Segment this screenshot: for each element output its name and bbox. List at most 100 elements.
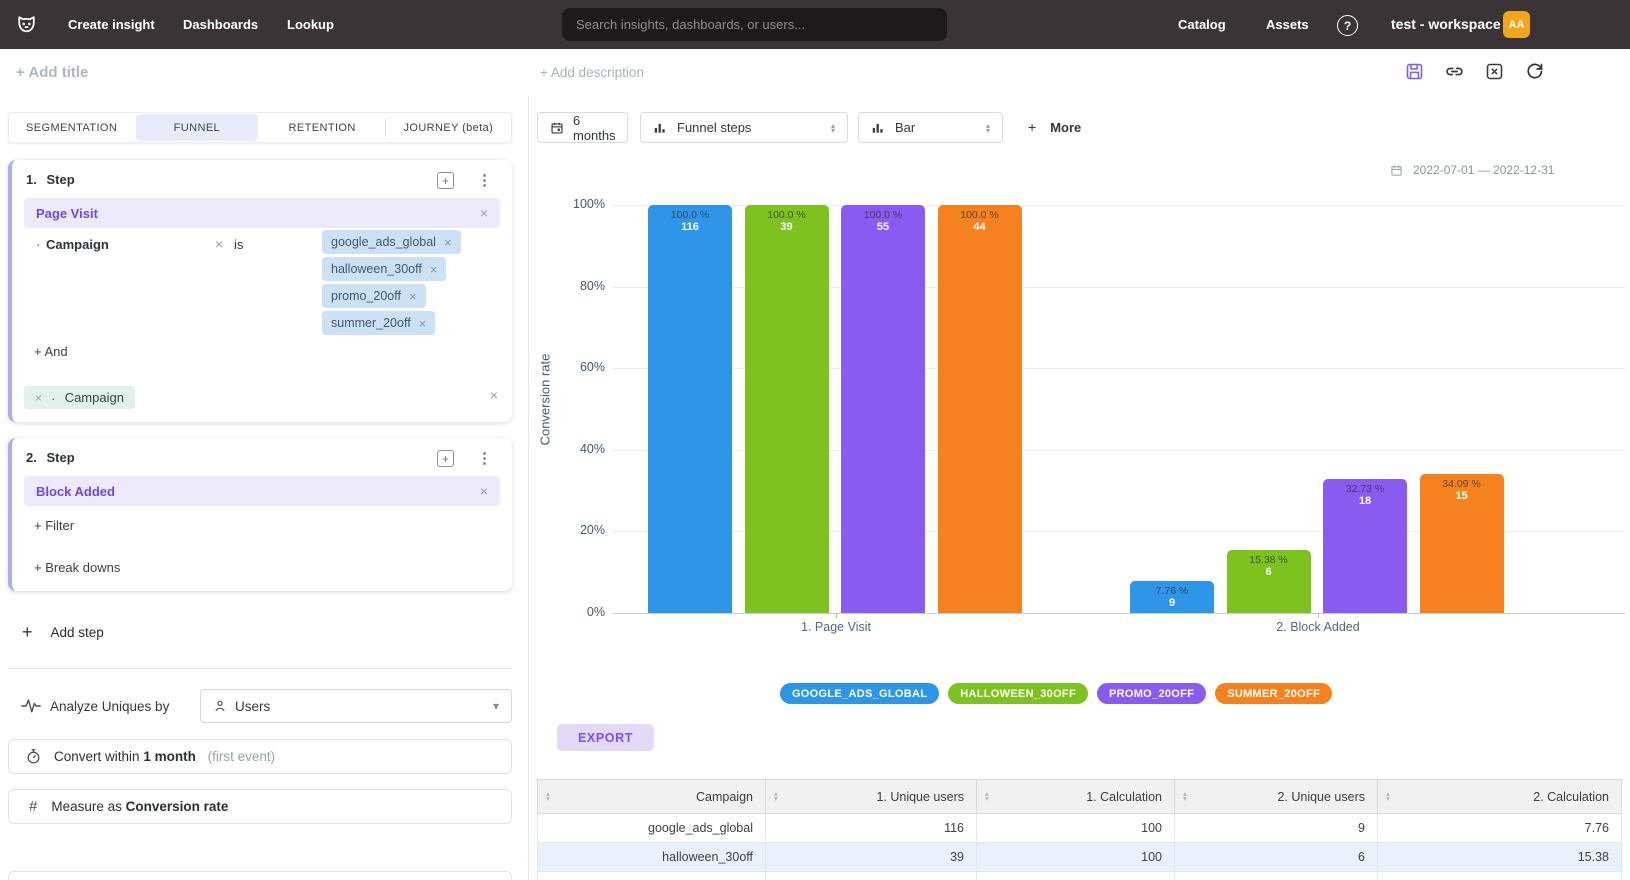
nav-assets[interactable]: Assets (1266, 17, 1309, 32)
panel-divider (528, 96, 529, 880)
close-icon[interactable]: × (479, 205, 488, 221)
bar-percent-label: 32.73 % (1345, 483, 1385, 496)
nav-lookup[interactable]: Lookup (287, 17, 334, 32)
close-icon[interactable]: × (408, 288, 417, 304)
tab-segmentation[interactable]: SEGMENTATION (26, 121, 118, 134)
nav-create-insight[interactable]: Create insight (68, 17, 155, 32)
nav-catalog[interactable]: Catalog (1178, 17, 1226, 32)
column-header-campaign[interactable]: ▴ ▾ Campaign (537, 780, 766, 813)
table-cell (1175, 872, 1378, 880)
table-cell: 9 (1175, 814, 1378, 843)
bar-promo_20off-2[interactable]: 32.73 % 18 (1323, 479, 1407, 613)
add-box-icon[interactable]: + (437, 450, 454, 467)
close-icon[interactable]: × (443, 234, 452, 250)
convert-within-row[interactable]: Convert within 1 month (first event) (8, 739, 512, 774)
tab-funnel[interactable]: FUNNEL (136, 114, 258, 141)
export-button[interactable]: EXPORT (557, 724, 654, 751)
legend-pill-summer_20off[interactable]: SUMMER_20OFF (1215, 683, 1333, 704)
link-icon[interactable] (1444, 61, 1465, 82)
filter-value-chip[interactable]: summer_20off × (322, 311, 436, 335)
event-row-block-added[interactable]: Block Added × (24, 476, 500, 506)
bar-google_ads_global-2[interactable]: 7.76 % 9 (1130, 581, 1214, 613)
tab-separator (384, 118, 386, 137)
column-header-2-unique-users[interactable]: ▴ ▾ 2. Unique users (1175, 780, 1378, 813)
step-number: 2. (26, 450, 37, 465)
bar-summer_20off-2[interactable]: 34.09 % 15 (1419, 473, 1504, 613)
close-box-icon[interactable] (1484, 61, 1505, 82)
column-header-2-calculation[interactable]: ▴ ▾ 2. Calculation (1378, 780, 1622, 813)
chart-bars-icon (871, 121, 885, 135)
event-name: Page Visit (36, 205, 98, 221)
bar-summer_20off-1[interactable]: 100.0 % 44 (937, 205, 1022, 613)
filter-operator[interactable]: is (234, 237, 244, 252)
filter-values: google_ads_global × halloween_30off × promo_… (322, 230, 461, 335)
gridline (613, 531, 1625, 533)
view-select[interactable]: Funnel steps ▴ ▾ (640, 112, 848, 143)
top-nav: Create insight Dashboards Lookup Catalog… (0, 0, 1630, 49)
filter-value-chip[interactable]: google_ads_global × (322, 230, 461, 254)
help-icon[interactable]: ? (1337, 15, 1358, 36)
add-and-condition[interactable]: + And (34, 344, 68, 359)
sort-icon[interactable]: ▴ ▾ (985, 789, 989, 803)
close-icon[interactable]: × (35, 390, 43, 405)
column-header-1-unique-users[interactable]: ▴ ▾ 1. Unique users (766, 780, 977, 813)
panel-hr (8, 668, 512, 669)
measure-as-row[interactable]: # Measure as Conversion rate (8, 789, 512, 824)
table-row: google_ads_global 116 100 9 7.76 (537, 814, 1622, 843)
add-description[interactable]: + Add description (540, 65, 644, 80)
more-button[interactable]: + More (1028, 119, 1081, 135)
event-row-page-visit[interactable]: Page Visit × (24, 198, 500, 228)
filter-value-chip[interactable]: promo_20off × (322, 284, 426, 308)
add-step-button[interactable]: + Add step (22, 622, 104, 643)
chart-type-select[interactable]: Bar ▴ ▾ (858, 112, 1003, 143)
table-cell: 15.38 (1378, 843, 1622, 872)
sort-icon[interactable]: ▴ ▾ (1386, 789, 1390, 803)
pending-filter-chip[interactable]: × · Campaign (24, 386, 135, 409)
bar-halloween_30off-1[interactable]: 100.0 % 39 (744, 205, 829, 613)
chart-type-value: Bar (895, 120, 916, 135)
legend-pill-halloween_30off[interactable]: HALLOWEEN_30OFF (948, 683, 1088, 704)
close-icon[interactable]: × (429, 261, 438, 277)
add-breakdowns[interactable]: + Break downs (34, 560, 121, 575)
gridline (613, 449, 1625, 451)
kebab-menu-icon[interactable]: ⋮ (477, 450, 492, 467)
sort-icon[interactable]: ▴ ▾ (1183, 789, 1187, 803)
table-row-partial (537, 872, 1622, 880)
tab-journey-beta-[interactable]: JOURNEY (beta) (403, 121, 494, 134)
workspace-name[interactable]: test - workspace (1391, 16, 1501, 32)
view-select-value: Funnel steps (677, 120, 752, 135)
add-box-icon[interactable]: + (437, 172, 454, 189)
analyze-entity-select[interactable]: Users ▾ (200, 689, 512, 723)
clipped-row[interactable] (8, 871, 512, 880)
close-icon[interactable]: × (479, 483, 488, 499)
avatar[interactable]: AA (1503, 11, 1530, 38)
date-range-button[interactable]: 6 months (537, 112, 628, 143)
filter-property[interactable]: Campaign (46, 237, 109, 252)
tab-retention[interactable]: RETENTION (288, 121, 356, 134)
measure-prefix: Measure as (51, 799, 122, 814)
add-filter[interactable]: + Filter (34, 518, 75, 533)
kebab-menu-icon[interactable]: ⋮ (477, 172, 492, 189)
search-input[interactable] (562, 8, 947, 41)
close-icon[interactable]: × (418, 315, 427, 331)
legend-pill-google_ads_global[interactable]: GOOGLE_ADS_GLOBAL (779, 683, 940, 704)
hash-icon: # (29, 798, 38, 815)
nav-dashboards[interactable]: Dashboards (183, 17, 259, 32)
convert-value: 1 month (143, 749, 196, 764)
bar-google_ads_global-1[interactable]: 100.0 % 116 (648, 205, 732, 613)
add-title[interactable]: + Add title (16, 64, 89, 81)
save-icon[interactable] (1404, 61, 1425, 82)
bar-halloween_30off-2[interactable]: 15.38 % 6 (1226, 550, 1311, 613)
x-axis-category-label: 1. Page Visit (801, 620, 871, 634)
close-icon[interactable]: × (489, 387, 498, 403)
column-header-1-calculation[interactable]: ▴ ▾ 1. Calculation (977, 780, 1175, 813)
remove-filter-icon[interactable]: × (215, 236, 224, 252)
x-axis-line (613, 613, 1625, 614)
sort-icon[interactable]: ▴ ▾ (546, 789, 550, 803)
bar-promo_20off-1[interactable]: 100.0 % 55 (841, 205, 925, 613)
refresh-icon[interactable] (1524, 61, 1545, 82)
sort-icon[interactable]: ▴ ▾ (774, 789, 778, 803)
filter-value-chip[interactable]: halloween_30off × (322, 257, 447, 281)
legend-pill-promo_20off[interactable]: PROMO_20OFF (1096, 683, 1207, 704)
logo-cat-icon[interactable] (14, 12, 39, 37)
